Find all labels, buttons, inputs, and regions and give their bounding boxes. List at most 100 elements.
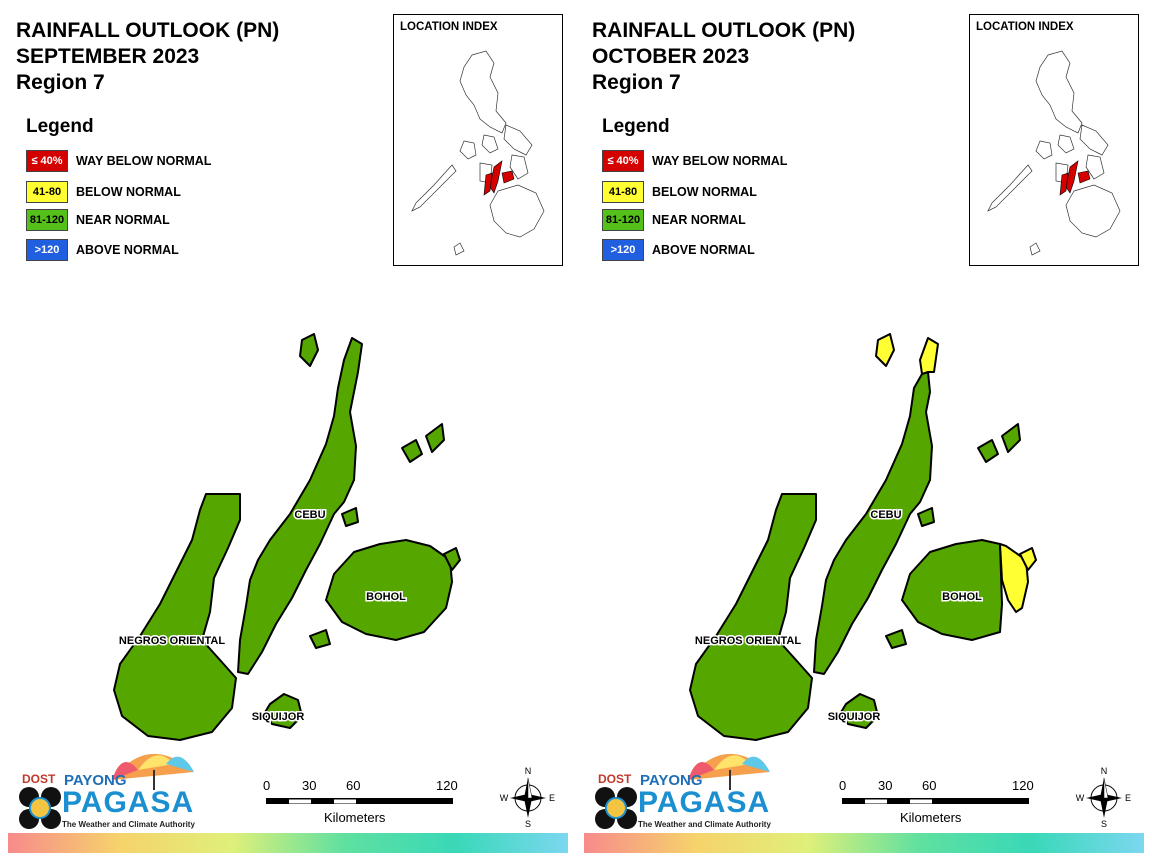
label-cebu: CEBU	[294, 509, 325, 521]
map-title: RAINFALL OUTLOOK (PN) OCTOBER 2023 Regio…	[592, 18, 855, 96]
pagasa-logo: DOST PAYONG PAGASA The Weather and Clima…	[592, 740, 772, 832]
scale-graphic	[842, 798, 1029, 804]
compass-s: S	[525, 819, 531, 828]
region7-map: CEBU BOHOL NEGROS ORIENTAL SIQUIJOR	[689, 333, 1037, 741]
september-outlook-panel: RAINFALL OUTLOOK (PN) SEPTEMBER 2023 Reg…	[8, 14, 568, 853]
province-cebu	[237, 337, 363, 675]
province-bohol	[325, 539, 453, 641]
color-gradient-strip	[584, 833, 1144, 853]
island-bantayan-below-normal	[875, 333, 895, 367]
province-bohol	[901, 539, 1003, 641]
payong-label: PAYONG	[64, 772, 127, 789]
title-line-1: RAINFALL OUTLOOK (PN)	[592, 19, 856, 42]
legend-label: NEAR NORMAL	[652, 213, 746, 227]
title-month: SEPTEMBER 2023	[16, 45, 200, 68]
scale-unit: Kilometers	[324, 810, 386, 825]
compass-n: N	[525, 766, 532, 776]
title-line-1: RAINFALL OUTLOOK (PN)	[16, 19, 280, 42]
legend-item-near: 81-120 NEAR NORMAL	[602, 209, 746, 231]
dost-seal-icon	[19, 787, 61, 829]
island-bohol-west	[885, 629, 907, 649]
scale-tick: 30	[302, 778, 317, 793]
compass-e: E	[1125, 793, 1131, 803]
umbrella-icon	[688, 753, 770, 790]
dost-seal-icon	[595, 787, 637, 829]
legend-swatch: 81-120	[602, 209, 644, 231]
scale-unit: Kilometers	[900, 810, 962, 825]
scale-tick: 0	[839, 778, 847, 793]
label-bohol: BOHOL	[366, 591, 406, 603]
scale-tick: 60	[922, 778, 937, 793]
location-index-box: LOCATION INDEX	[393, 14, 563, 266]
title-region: Region 7	[592, 71, 681, 94]
island-bantayan	[299, 333, 319, 367]
label-siquijor: SIQUIJOR	[252, 711, 305, 723]
legend-label: WAY BELOW NORMAL	[76, 154, 212, 168]
compass-e: E	[549, 793, 555, 803]
label-cebu: CEBU	[870, 509, 901, 521]
island-camotes-2	[425, 423, 445, 453]
compass-icon: N E S W	[498, 764, 558, 829]
pagasa-label: PAGASA	[638, 786, 771, 819]
scale-tick: 120	[436, 778, 458, 793]
map-title: RAINFALL OUTLOOK (PN) SEPTEMBER 2023 Reg…	[16, 18, 279, 96]
area-east-bohol-below-normal	[999, 543, 1029, 613]
legend-title: Legend	[602, 116, 670, 137]
dost-label: DOST	[22, 772, 56, 786]
legend-label: NEAR NORMAL	[76, 213, 170, 227]
location-index-box: LOCATION INDEX	[969, 14, 1139, 266]
compass-n: N	[1101, 766, 1108, 776]
legend-swatch: ≤ 40%	[602, 150, 644, 172]
pagasa-logo: DOST PAYONG PAGASA The Weather and Clima…	[16, 740, 196, 832]
province-siquijor	[839, 693, 879, 729]
legend-swatch: >120	[602, 239, 644, 261]
island-olango	[341, 507, 359, 527]
label-bohol: BOHOL	[942, 591, 982, 603]
scale-graphic	[266, 798, 453, 804]
region7-map: CEBU BOHOL NEGROS ORIENTAL SIQUIJOR	[113, 333, 461, 741]
legend-label: ABOVE NORMAL	[652, 243, 755, 257]
label-siquijor: SIQUIJOR	[828, 711, 881, 723]
island-camotes	[401, 439, 423, 463]
location-index-title: LOCATION INDEX	[976, 21, 1074, 33]
compass-w: W	[500, 793, 509, 803]
philippines-index-map	[987, 50, 1121, 256]
island-bohol-coast	[1019, 547, 1037, 571]
legend-swatch: ≤ 40%	[26, 150, 68, 172]
province-cebu	[813, 371, 933, 675]
province-negros-oriental	[113, 493, 241, 741]
label-negros-oriental: NEGROS ORIENTAL	[695, 635, 801, 647]
legend-item-above: >120 ABOVE NORMAL	[26, 239, 179, 261]
tagline: The Weather and Climate Authority	[62, 820, 195, 829]
legend-item-below: 41-80 BELOW NORMAL	[602, 181, 757, 203]
compass-icon: N E S W	[1074, 764, 1134, 829]
dost-label: DOST	[598, 772, 632, 786]
legend-label: WAY BELOW NORMAL	[652, 154, 788, 168]
island-camotes-2	[1001, 423, 1021, 453]
philippines-index-map	[411, 50, 545, 256]
title-region: Region 7	[16, 71, 105, 94]
region7-highlight	[1059, 160, 1091, 196]
legend-item-below: 41-80 BELOW NORMAL	[26, 181, 181, 203]
legend-swatch: 41-80	[26, 181, 68, 203]
label-negros-oriental: NEGROS ORIENTAL	[119, 635, 225, 647]
legend-title: Legend	[26, 116, 94, 137]
scale-tick: 0	[263, 778, 271, 793]
legend-item-above: >120 ABOVE NORMAL	[602, 239, 755, 261]
scale-tick: 60	[346, 778, 361, 793]
compass-w: W	[1076, 793, 1085, 803]
legend-swatch: 41-80	[602, 181, 644, 203]
island-olango	[917, 507, 935, 527]
october-outlook-panel: RAINFALL OUTLOOK (PN) OCTOBER 2023 Regio…	[576, 0, 1152, 864]
province-negros-oriental	[689, 493, 817, 741]
legend-label: BELOW NORMAL	[652, 185, 757, 199]
legend-item-way-below: ≤ 40% WAY BELOW NORMAL	[602, 150, 787, 172]
island-bohol-coast	[443, 547, 461, 571]
scale-tick: 120	[1012, 778, 1034, 793]
legend-label: BELOW NORMAL	[76, 185, 181, 199]
payong-label: PAYONG	[640, 772, 703, 789]
umbrella-icon	[112, 753, 194, 790]
color-gradient-strip	[8, 833, 568, 853]
legend-item-way-below: ≤ 40% WAY BELOW NORMAL	[26, 150, 211, 172]
location-index-title: LOCATION INDEX	[400, 21, 498, 33]
